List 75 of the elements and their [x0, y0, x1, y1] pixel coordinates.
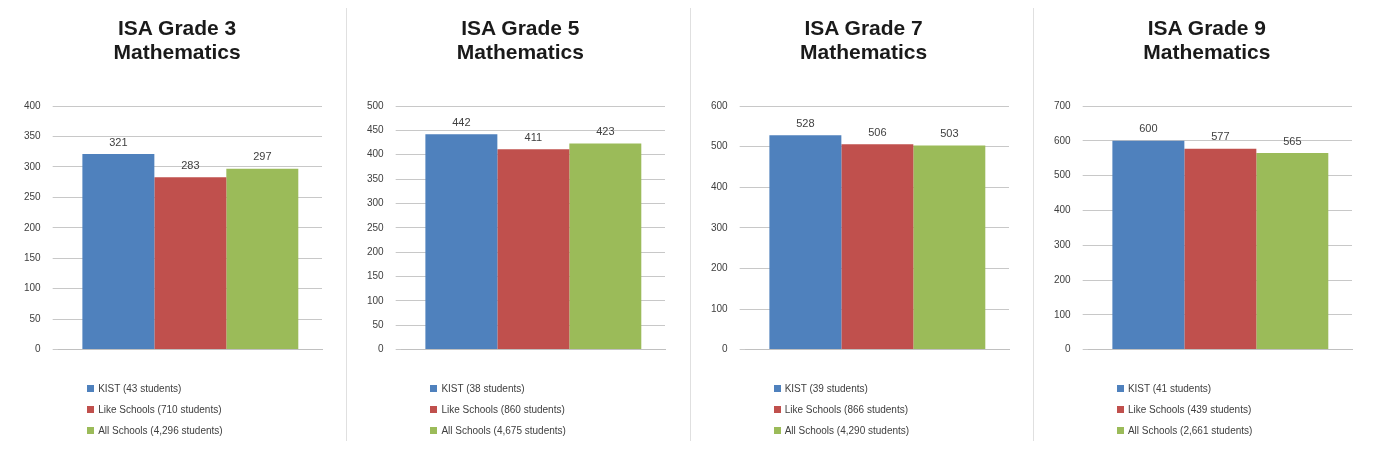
- legend-label: All Schools (4,290 students): [784, 425, 910, 436]
- legend-label: KIST (41 students): [1127, 383, 1212, 394]
- data-label: 297: [253, 150, 272, 163]
- data-label: 321: [109, 135, 128, 148]
- legend-label: Like Schools (866 students): [784, 404, 909, 415]
- data-label: 503: [939, 126, 959, 139]
- y-tick-label: 250: [367, 221, 385, 233]
- bar: [82, 154, 155, 350]
- legend-label: All Schools (4,675 students): [441, 425, 566, 436]
- y-tick-label: 300: [710, 221, 728, 233]
- y-tick-label: 50: [372, 318, 385, 330]
- y-tick-label: 300: [24, 160, 42, 172]
- legend-label: All Schools (2,661 students): [1127, 425, 1253, 436]
- y-tick-label: 100: [710, 302, 728, 314]
- y-tick-label: 200: [710, 262, 728, 274]
- y-tick-label: 350: [367, 172, 385, 184]
- y-tick-label: 500: [1053, 169, 1071, 181]
- legend-label: Like Schools (710 students): [98, 404, 222, 415]
- legend-label: KIST (39 students): [784, 383, 868, 394]
- y-tick-label: 200: [367, 245, 385, 257]
- legend-label: KIST (43 students): [98, 383, 182, 394]
- y-tick-label: 300: [367, 197, 385, 209]
- data-label: 283: [181, 158, 200, 171]
- y-tick-label: 350: [24, 130, 42, 142]
- chart-title: ISA Grade 7 Mathematics: [799, 16, 929, 65]
- data-label: 565: [1283, 134, 1302, 147]
- data-label: 600: [1139, 122, 1158, 135]
- bar: [569, 143, 642, 350]
- bar: [226, 168, 299, 350]
- y-tick-label: 100: [24, 282, 42, 294]
- y-tick-label: 150: [367, 270, 385, 282]
- y-tick-label: 500: [710, 140, 728, 152]
- y-tick-label: 100: [367, 294, 385, 306]
- y-tick-label: 150: [24, 252, 42, 263]
- y-tick-label: 450: [367, 124, 385, 136]
- data-label: 506: [867, 125, 887, 138]
- y-tick-label: 250: [24, 191, 42, 203]
- y-tick-label: 400: [1053, 204, 1071, 216]
- y-tick-label: 300: [1053, 238, 1071, 250]
- y-tick-label: 400: [367, 148, 385, 160]
- chart-title: ISA Grade 3 Mathematics: [112, 16, 242, 65]
- bar: [769, 135, 841, 350]
- bar: [425, 134, 498, 350]
- legend-label: Like Schools (439 students): [1127, 404, 1252, 415]
- legend-label: All Schools (4,296 students): [98, 425, 223, 436]
- y-tick-label: 200: [1053, 273, 1071, 285]
- legend-label: KIST (38 students): [441, 383, 525, 394]
- y-tick-label: 200: [24, 221, 42, 233]
- chart-title: ISA Grade 9 Mathematics: [1142, 16, 1272, 65]
- y-tick-label: 600: [1053, 134, 1071, 146]
- bar: [840, 144, 913, 350]
- data-label: 411: [524, 130, 543, 143]
- y-tick-label: 0: [378, 343, 385, 355]
- data-label: 442: [452, 115, 471, 128]
- y-tick-label: 0: [35, 343, 42, 355]
- y-tick-label: 0: [721, 343, 728, 355]
- bar: [154, 177, 227, 350]
- y-tick-label: 500: [367, 99, 385, 111]
- bar: [1256, 152, 1329, 350]
- chart-title: ISA Grade 5 Mathematics: [455, 16, 585, 65]
- y-tick-label: 600: [710, 99, 728, 111]
- data-label: 423: [596, 125, 615, 138]
- y-tick-label: 0: [1065, 343, 1071, 355]
- y-tick-label: 400: [24, 99, 42, 111]
- y-tick-label: 700: [1053, 99, 1071, 111]
- data-label: 577: [1211, 130, 1230, 143]
- y-tick-label: 50: [29, 312, 42, 324]
- y-tick-label: 100: [1053, 308, 1071, 320]
- legend-label: Like Schools (860 students): [441, 404, 565, 415]
- bar: [1184, 148, 1257, 350]
- y-tick-label: 400: [710, 180, 728, 192]
- bar: [497, 149, 570, 350]
- data-label: 528: [795, 116, 815, 129]
- bar: [912, 145, 985, 350]
- bar: [1112, 140, 1185, 350]
